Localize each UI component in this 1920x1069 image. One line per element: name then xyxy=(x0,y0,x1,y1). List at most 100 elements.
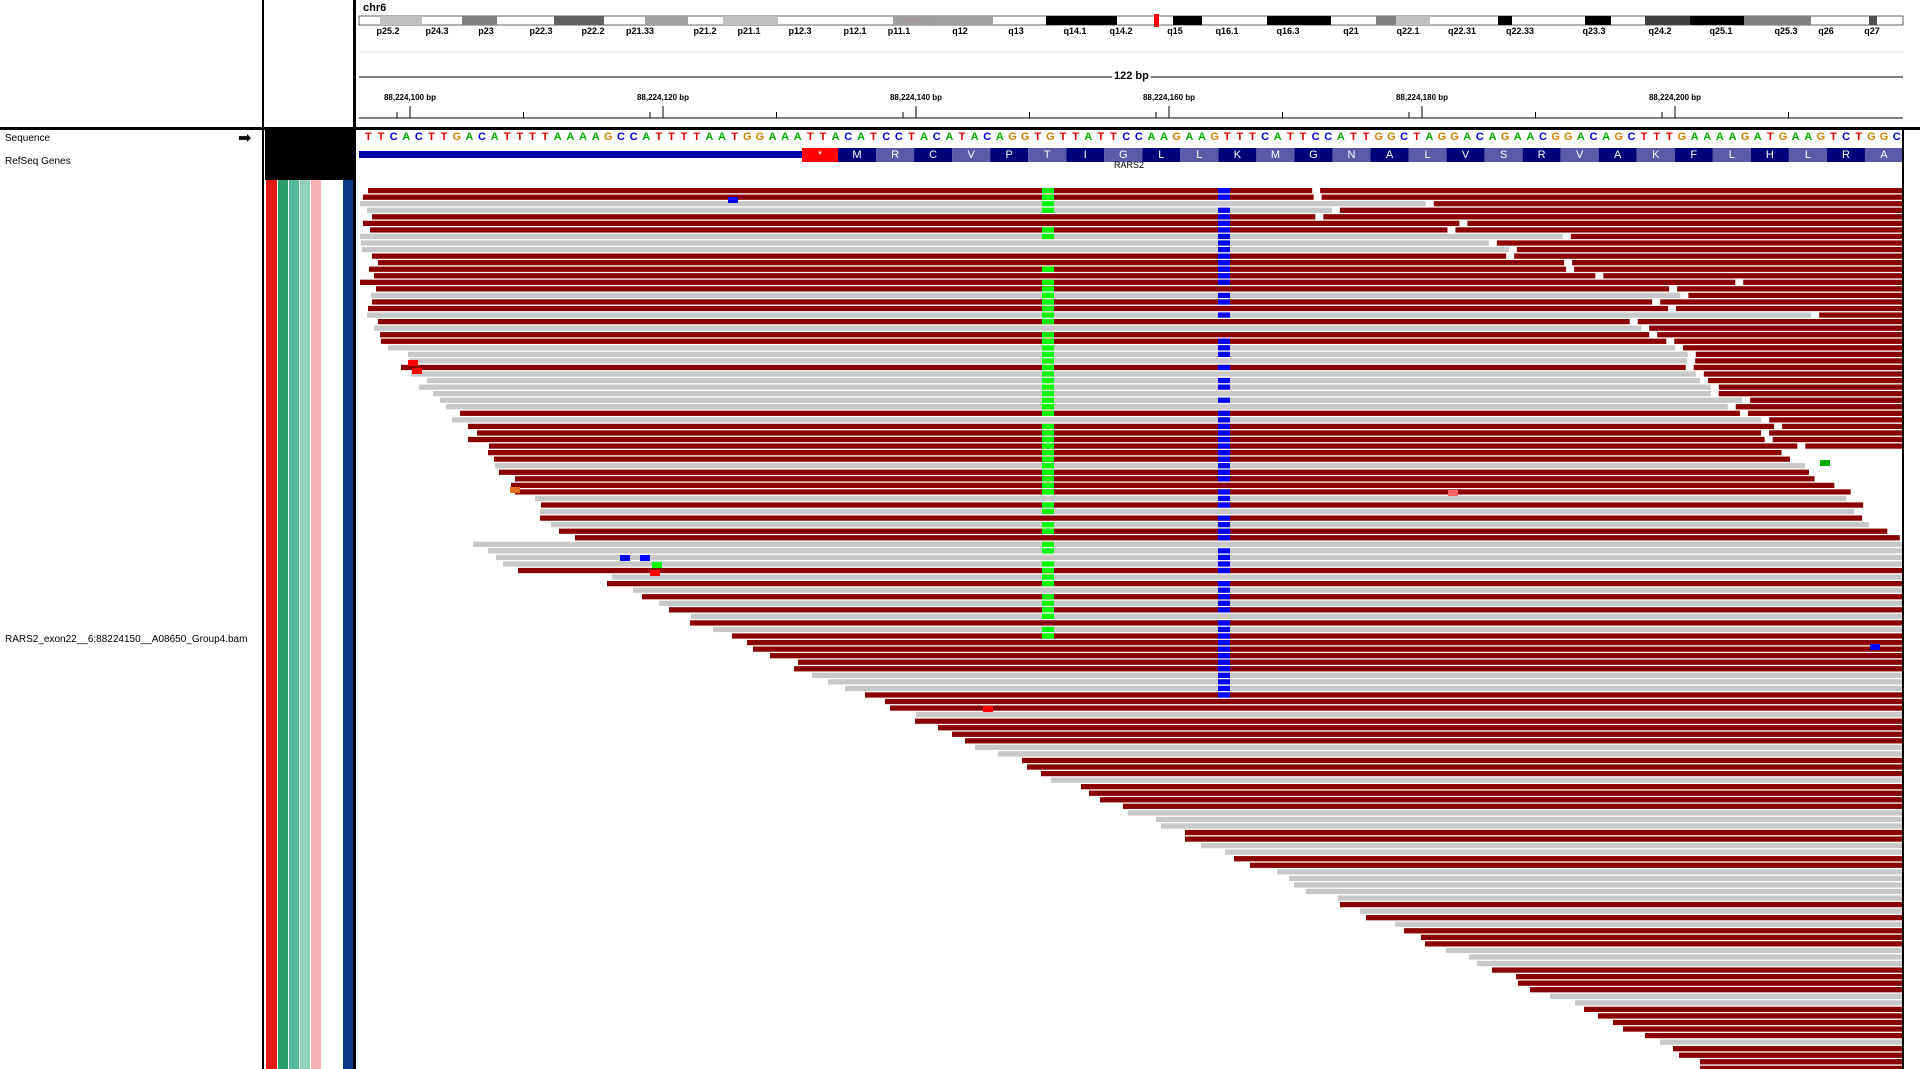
aligned-read xyxy=(1769,417,1903,423)
aligned-read xyxy=(367,207,1332,213)
aligned-read xyxy=(1747,410,1903,416)
snp-mismatch xyxy=(1218,364,1230,371)
sequence-base: C xyxy=(1400,131,1409,143)
chromosome-label: chr6 xyxy=(363,2,387,14)
sequence-base: T xyxy=(1413,131,1421,143)
ruler-tick-label: 88,224,120 bp xyxy=(636,93,690,102)
aligned-read xyxy=(1425,941,1903,947)
snp-mismatch xyxy=(1042,528,1054,534)
snp-mismatch xyxy=(1042,482,1054,488)
aligned-read xyxy=(1089,790,1903,796)
aligned-read xyxy=(1185,836,1903,842)
aligned-read xyxy=(1819,312,1903,318)
aligned-read xyxy=(369,266,1567,272)
cytoband-label: p22.2 xyxy=(581,26,605,36)
snp-mismatch xyxy=(1218,351,1230,357)
aligned-read xyxy=(1570,233,1903,240)
amino-acid: F xyxy=(1690,149,1698,161)
aligned-read xyxy=(381,338,1667,344)
aligned-read xyxy=(368,188,1313,194)
sequence-base: G xyxy=(1677,131,1687,143)
aligned-read xyxy=(1782,423,1903,430)
aligned-read xyxy=(1446,947,1903,954)
cytoband xyxy=(1690,16,1744,25)
amino-acid: I xyxy=(1083,149,1087,161)
sequence-base: T xyxy=(1287,131,1294,143)
genes-track-label[interactable]: RefSeq Genes xyxy=(5,156,71,167)
sequence-base: G xyxy=(1867,131,1876,143)
attribute-col-blue xyxy=(343,180,353,1069)
snp-mismatch xyxy=(1218,207,1230,213)
snp-mismatch xyxy=(1042,384,1054,390)
snp-mismatch xyxy=(1042,463,1054,469)
aligned-read xyxy=(1496,240,1903,246)
aligned-read xyxy=(1156,816,1903,823)
sequence-base: T xyxy=(1766,131,1774,143)
snp-mismatch xyxy=(1042,489,1054,495)
snp-mismatch xyxy=(1042,319,1054,325)
cytoband-label: q25.1 xyxy=(1709,26,1733,36)
sequence-base: A xyxy=(1526,131,1535,143)
sequence-base: T xyxy=(870,131,877,143)
bam-track-label[interactable]: RARS2_exon22__6:88224150__A08650_Group4.… xyxy=(5,634,248,645)
aligned-read xyxy=(845,685,1903,692)
sequence-track-label[interactable]: Sequence xyxy=(5,133,51,144)
aligned-read xyxy=(938,725,1903,731)
amino-acid: G xyxy=(1118,149,1128,161)
aligned-read xyxy=(473,541,1903,547)
snp-mismatch xyxy=(1042,292,1054,299)
amino-acid: T xyxy=(1043,149,1051,161)
sequence-base: T xyxy=(731,131,738,143)
aligned-read xyxy=(633,587,1903,593)
snp-mismatch xyxy=(1218,417,1230,423)
sequence-base: C xyxy=(1122,131,1131,143)
aligned-read xyxy=(669,607,1903,613)
cytoband xyxy=(554,16,604,25)
sequence-base: T xyxy=(428,131,435,143)
sequence-strand-arrow[interactable]: ➡ xyxy=(238,130,252,147)
sequence-base: G xyxy=(1614,131,1624,143)
sequence-base: A xyxy=(402,131,411,143)
sequence-base: G xyxy=(742,131,752,143)
snp-mismatch xyxy=(1042,450,1054,456)
snp-mismatch xyxy=(1218,299,1230,305)
sequence-base: T xyxy=(1362,131,1370,143)
sequence-base: G xyxy=(1551,131,1560,143)
amino-acid: L xyxy=(1728,149,1735,161)
ruler-span-label: 122 bp xyxy=(1112,70,1151,82)
aligned-read xyxy=(446,404,1728,410)
sequence-base: A xyxy=(1576,131,1585,143)
snp-mismatch xyxy=(1042,626,1054,633)
aligned-read xyxy=(865,692,1903,698)
codon-box xyxy=(1522,148,1561,162)
amino-acid: K xyxy=(1652,149,1660,161)
aligned-read xyxy=(1027,764,1903,770)
aligned-read xyxy=(388,345,1675,351)
aligned-read xyxy=(376,286,1670,292)
sequence-base: A xyxy=(768,131,777,143)
sequence-base: G xyxy=(1387,131,1396,143)
aligned-read xyxy=(372,214,1316,220)
amino-acid: R xyxy=(1841,149,1850,161)
cytoband-label: q14.1 xyxy=(1063,26,1087,36)
sequence-base: A xyxy=(1336,131,1345,143)
mismatch-base xyxy=(510,487,520,493)
sequence-base: C xyxy=(616,131,625,143)
aligned-read xyxy=(1657,332,1903,338)
sequence-base: T xyxy=(1665,131,1673,143)
sequence-base: C xyxy=(932,131,941,143)
amino-acid: P xyxy=(1005,149,1013,161)
snp-mismatch xyxy=(1218,620,1230,626)
sequence-base: A xyxy=(1791,131,1800,143)
sequence-base: C xyxy=(894,131,903,143)
sequence-base: T xyxy=(908,131,915,143)
sequence-base: G xyxy=(1563,131,1573,143)
snp-mismatch xyxy=(1042,423,1054,430)
cytoband-label: q26 xyxy=(1818,26,1834,36)
cytoband-label: q16.1 xyxy=(1215,26,1239,36)
aligned-read xyxy=(1718,384,1903,390)
amino-acid: K xyxy=(1233,149,1242,161)
codon-box xyxy=(1104,148,1143,162)
aligned-read xyxy=(515,476,1815,482)
